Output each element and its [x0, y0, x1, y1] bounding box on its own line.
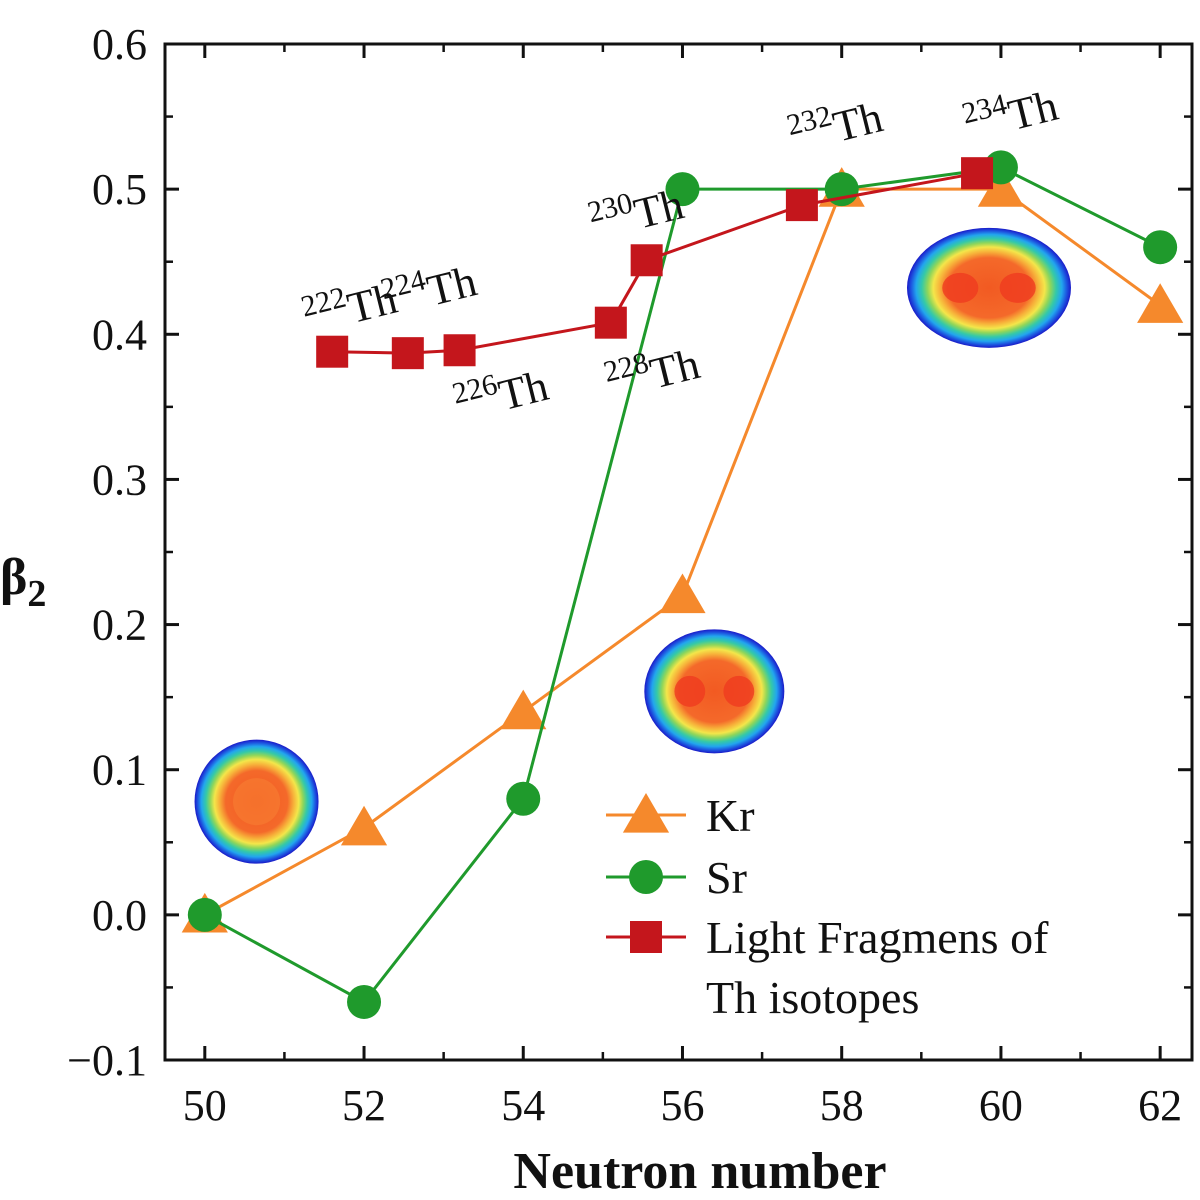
x-tick-label: 62 — [1138, 1081, 1182, 1130]
legend: Kr Sr Light Fragmens of Th isotopes — [606, 790, 1049, 1023]
data-point — [500, 689, 547, 730]
isotope-element: Th — [1003, 81, 1062, 140]
legend-marker — [622, 793, 670, 833]
x-tick-label: 60 — [979, 1081, 1023, 1130]
isotope-element: Th — [645, 339, 704, 398]
x-tick-label: 58 — [820, 1081, 864, 1130]
density-lobe — [942, 272, 979, 303]
x-tick-label: 52 — [342, 1081, 386, 1130]
isotope-label: 234Th — [958, 76, 1062, 151]
legend-marker — [630, 921, 662, 953]
isotope-element: Th — [828, 92, 887, 151]
data-point — [785, 189, 818, 222]
data-point — [443, 334, 476, 367]
density-lobe — [674, 675, 706, 707]
isotope-mass: 224 — [377, 263, 429, 306]
y-tick-label: 0.4 — [92, 310, 147, 359]
series — [181, 150, 1184, 1019]
legend-label: Th isotopes — [706, 972, 919, 1023]
x-tick-label: 50 — [183, 1081, 227, 1130]
legend-item-circle: Sr — [606, 852, 747, 903]
density-images — [194, 227, 1071, 864]
isotope-mass: 230 — [584, 186, 636, 229]
density-core — [232, 778, 281, 826]
isotope-label: 230Th — [584, 175, 688, 250]
data-point — [1137, 283, 1184, 323]
x-axis-title: Neutron number — [513, 1143, 886, 1200]
density-lobe — [723, 675, 755, 707]
y-axis-title-main: β — [0, 549, 27, 606]
data-point — [665, 172, 700, 207]
legend-item-triangle: Kr — [606, 790, 755, 841]
isotope-element: Th — [343, 274, 402, 333]
data-point — [391, 337, 424, 370]
density-image-spherical — [194, 739, 319, 864]
series-square — [316, 157, 994, 370]
data-point — [506, 781, 541, 816]
data-point — [1143, 230, 1178, 265]
data-point — [187, 897, 222, 932]
isotope-mass: 226 — [449, 368, 501, 411]
legend-label: Kr — [706, 790, 755, 841]
x-axis: 50 52 54 56 58 60 62 — [183, 44, 1182, 1130]
data-point — [659, 573, 706, 614]
data-point — [316, 335, 349, 368]
isotope-element: Th — [422, 256, 481, 315]
isotope-mass: 232 — [783, 99, 835, 142]
y-tick-label: 0.0 — [92, 891, 147, 940]
legend-label: Sr — [706, 852, 747, 903]
y-axis-title: β2 — [0, 549, 46, 615]
legend-item-square: Light Fragmens of Th isotopes — [606, 912, 1049, 1023]
y-tick-label: −0.1 — [67, 1036, 147, 1085]
legend-marker — [629, 860, 663, 894]
isotope-element: Th — [629, 179, 688, 238]
density-image-prolate — [644, 629, 785, 754]
x-tick-label: 56 — [660, 1081, 704, 1130]
y-tick-label: 0.6 — [92, 20, 147, 69]
isotope-mass: 222 — [298, 281, 350, 324]
isotope-element: Th — [494, 361, 553, 420]
density-lobe — [999, 272, 1036, 303]
isotope-label: 232Th — [783, 87, 887, 162]
data-point — [961, 157, 994, 190]
data-point — [630, 244, 663, 277]
y-tick-label: 0.5 — [92, 165, 147, 214]
y-tick-label: 0.2 — [92, 601, 147, 650]
legend-label: Light Fragmens of — [706, 912, 1049, 963]
data-point — [347, 984, 382, 1019]
data-point — [977, 167, 1025, 207]
x-tick-label: 54 — [501, 1081, 545, 1130]
data-point — [594, 306, 627, 339]
isotope-mass: 228 — [600, 346, 652, 389]
density-ellipse — [644, 629, 785, 754]
y-axis-title-subscript: 2 — [27, 573, 46, 615]
isotope-label: 226Th — [449, 356, 553, 431]
y-tick-label: 0.1 — [92, 746, 147, 795]
y-tick-label: 0.3 — [92, 455, 147, 504]
y-axis: −0.1 0.0 0.1 0.2 0.3 0.4 0.5 0.6 — [67, 20, 1192, 1085]
density-image-elongated — [906, 227, 1071, 348]
isotope-mass: 234 — [958, 88, 1010, 131]
isotope-label: 228Th — [600, 334, 704, 409]
density-ellipse — [906, 227, 1071, 348]
data-point — [340, 805, 388, 846]
